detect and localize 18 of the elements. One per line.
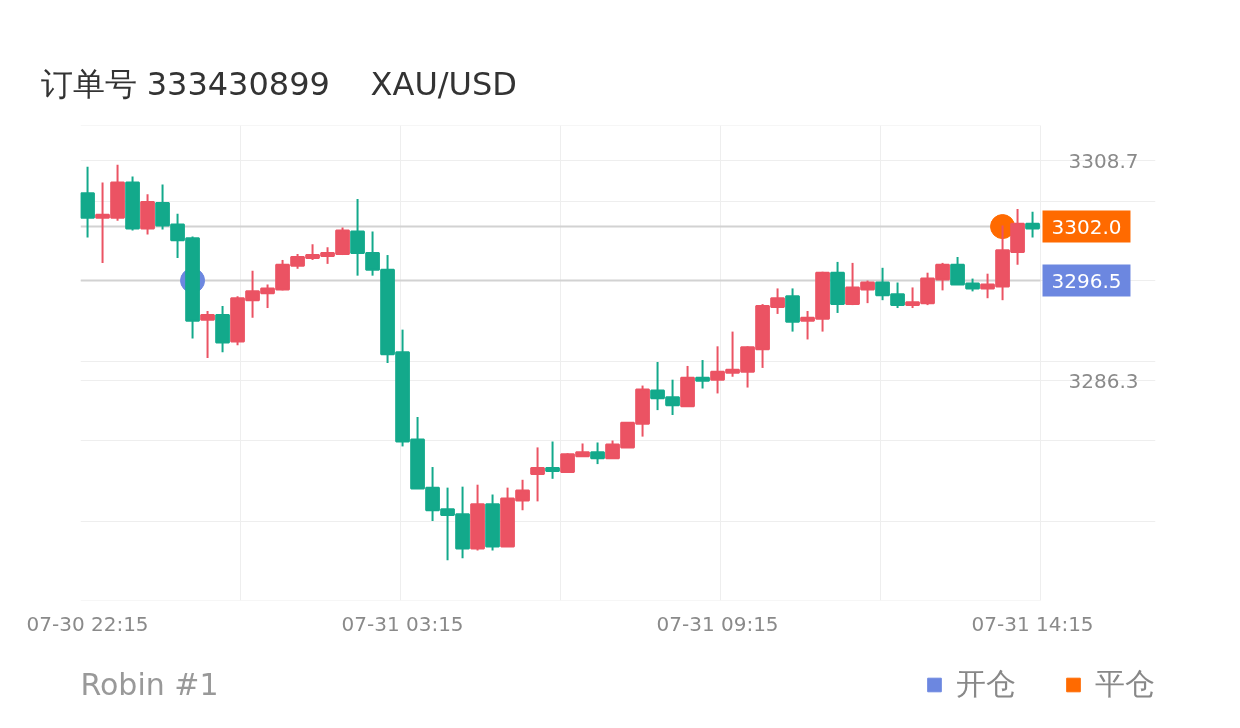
candlestick bbox=[200, 309, 215, 360]
candlestick bbox=[545, 440, 560, 480]
text: Robin #1 bbox=[80, 667, 219, 702]
x-tick-label: 07-31 09:15 bbox=[656, 611, 779, 636]
y-tick-label: 3286.3 bbox=[1068, 368, 1139, 393]
x-tick-label: 07-30 22:15 bbox=[26, 611, 149, 636]
legend-label: 平仓 bbox=[1095, 664, 1155, 703]
x-tick-label: 07-31 14:15 bbox=[971, 611, 1094, 636]
candlestick bbox=[590, 441, 605, 466]
y-tick-label: 3308.7 bbox=[1068, 148, 1139, 173]
candlestick bbox=[530, 446, 545, 503]
x-tick-label: 07-31 03:15 bbox=[341, 611, 464, 636]
ref-line-label: 3302.0 bbox=[1051, 214, 1122, 239]
chart-title: 订单号 333430899 XAU/USD bbox=[40, 65, 517, 103]
legend-label: 开仓 bbox=[956, 664, 1016, 703]
ref-line-label: 3296.5 bbox=[1051, 268, 1122, 293]
candlestick bbox=[1025, 210, 1040, 239]
candlestick bbox=[695, 359, 710, 390]
